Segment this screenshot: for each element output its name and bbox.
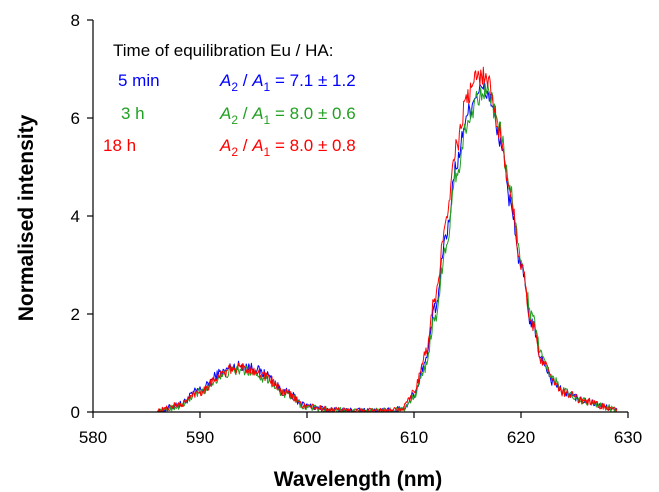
- ratio-slash: /: [238, 104, 252, 123]
- legend-ratio-label: A2 / A1 = 8.0 ± 0.8: [219, 136, 356, 159]
- legend-header: Time of equilibration Eu / HA:: [113, 41, 333, 60]
- ticks-layer: 580 590 600 610 620 630 0 2 4 6 8: [71, 11, 643, 447]
- ratio-a2: A: [219, 71, 231, 90]
- series-line-3: [157, 66, 618, 413]
- ratio-sub2: 2: [231, 113, 238, 127]
- ratio-slash: /: [238, 71, 252, 90]
- x-tick-label: 600: [293, 428, 321, 447]
- ratio-a2: A: [219, 104, 231, 123]
- legend-series-name: 5 min: [118, 71, 160, 90]
- ratio-a2: A: [219, 136, 231, 155]
- y-axis-title: Normalised intensity: [15, 114, 38, 321]
- ratio-sub1: 1: [264, 113, 271, 127]
- ratio-value: = 8.0 ± 0.6: [270, 104, 355, 123]
- ratio-value: = 8.0 ± 0.8: [270, 136, 355, 155]
- ratio-a1: A: [251, 136, 263, 155]
- ratio-sub2: 2: [231, 80, 238, 94]
- x-tick-label: 620: [507, 428, 535, 447]
- x-tick-label: 610: [400, 428, 428, 447]
- axes-layer: [92, 20, 628, 413]
- x-axis-title: Wavelength (nm): [274, 468, 442, 491]
- series-line-1: [157, 80, 617, 413]
- ratio-a1: A: [251, 71, 263, 90]
- x-tick-label: 590: [186, 428, 214, 447]
- ratio-slash: /: [238, 136, 252, 155]
- legend-ratio-label: A2 / A1 = 7.1 ± 1.2: [219, 71, 356, 94]
- y-tick-label: 4: [71, 207, 80, 226]
- y-tick-label: 0: [71, 403, 80, 422]
- x-tick-label: 630: [614, 428, 642, 447]
- ratio-sub1: 1: [264, 80, 271, 94]
- y-tick-label: 8: [71, 11, 80, 30]
- legend-ratio-label: A2 / A1 = 8.0 ± 0.6: [219, 104, 356, 127]
- series-line-2: [156, 82, 618, 413]
- legend: Time of equilibration Eu / HA: 5 min A2 /…: [103, 41, 356, 159]
- legend-series-name: 18 h: [103, 136, 136, 155]
- legend-series-name: 3 h: [121, 104, 145, 123]
- x-tick-label: 580: [79, 428, 107, 447]
- ratio-value: = 7.1 ± 1.2: [270, 71, 355, 90]
- ratio-a1: A: [251, 104, 263, 123]
- ratio-sub1: 1: [264, 145, 271, 159]
- ratio-sub2: 2: [231, 145, 238, 159]
- series-layer: [156, 66, 618, 413]
- y-tick-label: 2: [71, 305, 80, 324]
- y-tick-label: 6: [71, 109, 80, 128]
